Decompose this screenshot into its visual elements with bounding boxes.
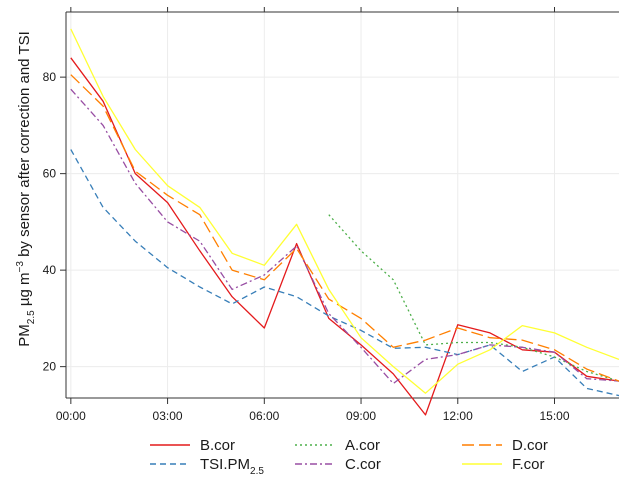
series-line-b-cor	[70, 57, 619, 416]
legend-label: A.cor	[345, 437, 380, 454]
legend-label: C.cor	[345, 456, 381, 473]
y-tick-label: 60	[43, 167, 57, 181]
y-axis-title: PM2.5 µg m−3 by sensor after correction …	[15, 31, 37, 346]
x-tick-label: 06:00	[249, 409, 279, 423]
x-tick-label: 03:00	[153, 409, 183, 423]
x-tick-label: 00:00	[56, 409, 86, 423]
y-tick-label: 80	[43, 70, 57, 84]
y-tick-label: 20	[43, 360, 57, 374]
x-tick-label: 12:00	[443, 409, 473, 423]
legend: B.cor A.cor D.cor TSI.PM2.5 C.cor F.cor	[150, 437, 548, 477]
legend-label: F.cor	[512, 456, 545, 473]
legend-label: TSI.PM2.5	[200, 456, 264, 477]
series-line-tsi-pm2-5	[70, 149, 619, 397]
legend-label: B.cor	[200, 437, 235, 454]
x-tick-label: 09:00	[346, 409, 376, 423]
series-lines	[70, 28, 619, 416]
series-line-d-cor	[70, 74, 619, 382]
grid	[66, 12, 619, 398]
legend-label: D.cor	[512, 437, 548, 454]
y-tick-label: 40	[43, 263, 57, 277]
axes: 00:00 03:00 06:00 09:00 12:00 15:00 20 40 60 80	[43, 7, 619, 423]
series-line-a-cor	[328, 214, 619, 382]
series-line-c-cor	[70, 88, 619, 385]
series-line-f-cor	[70, 28, 619, 394]
x-tick-label: 15:00	[539, 409, 569, 423]
